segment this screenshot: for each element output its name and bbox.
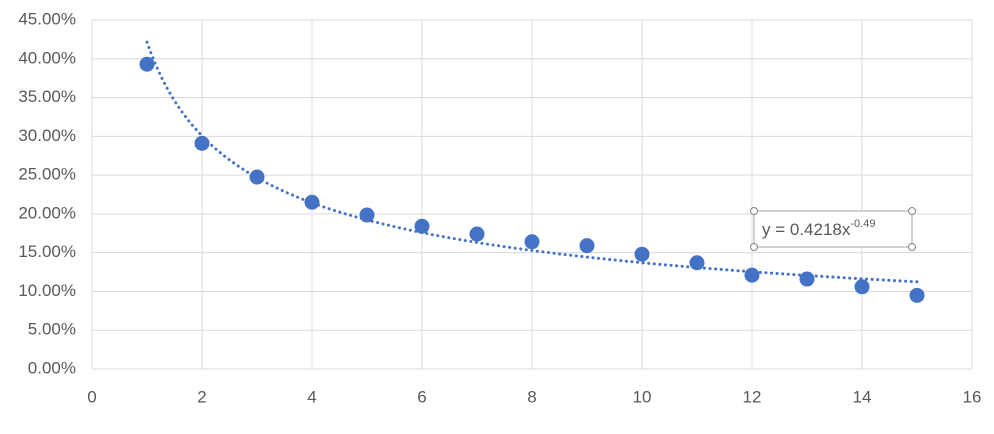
x-tick-label: 4 xyxy=(307,387,316,406)
point xyxy=(689,255,705,271)
x-tick-label: 16 xyxy=(963,387,982,406)
label-handle xyxy=(908,207,916,215)
label-handle xyxy=(750,243,758,251)
y-tick-label: 0.00% xyxy=(28,358,76,377)
x-tick-label: 2 xyxy=(197,387,206,406)
point xyxy=(249,169,265,185)
point xyxy=(909,287,925,303)
y-tick-label: 10.00% xyxy=(18,281,76,300)
x-tick-label: 14 xyxy=(853,387,872,406)
label-handle xyxy=(908,243,916,251)
point xyxy=(304,194,320,210)
y-tick-label: 5.00% xyxy=(28,320,76,339)
y-tick-label: 35.00% xyxy=(18,87,76,106)
trendline-equation: y = 0.4218x-0.49 xyxy=(762,218,875,240)
y-tick-label: 20.00% xyxy=(18,203,76,222)
x-tick-label: 10 xyxy=(633,387,652,406)
equation-text: y = 0.4218x xyxy=(762,220,851,239)
point xyxy=(194,135,210,151)
point xyxy=(524,234,540,250)
trendline xyxy=(145,40,919,284)
y-tick-label: 40.00% xyxy=(18,48,76,67)
point xyxy=(744,267,760,283)
equation-exponent: -0.49 xyxy=(850,218,875,230)
y-tick-label: 30.00% xyxy=(18,126,76,145)
point xyxy=(799,271,815,287)
point xyxy=(854,279,870,295)
point xyxy=(359,207,375,223)
point xyxy=(579,238,595,254)
y-tick-label: 25.00% xyxy=(18,165,76,184)
y-tick-label: 15.00% xyxy=(18,242,76,261)
y-tick-label: 45.00% xyxy=(18,9,76,28)
point xyxy=(139,56,155,72)
x-tick-label: 8 xyxy=(527,387,536,406)
point xyxy=(469,226,485,242)
x-tick-label: 12 xyxy=(743,387,762,406)
label-handle xyxy=(750,207,758,215)
x-tick-label: 6 xyxy=(417,387,426,406)
x-tick-label: 0 xyxy=(87,387,96,406)
point xyxy=(414,218,430,234)
point xyxy=(634,246,650,262)
trendline-label-box xyxy=(753,210,913,248)
